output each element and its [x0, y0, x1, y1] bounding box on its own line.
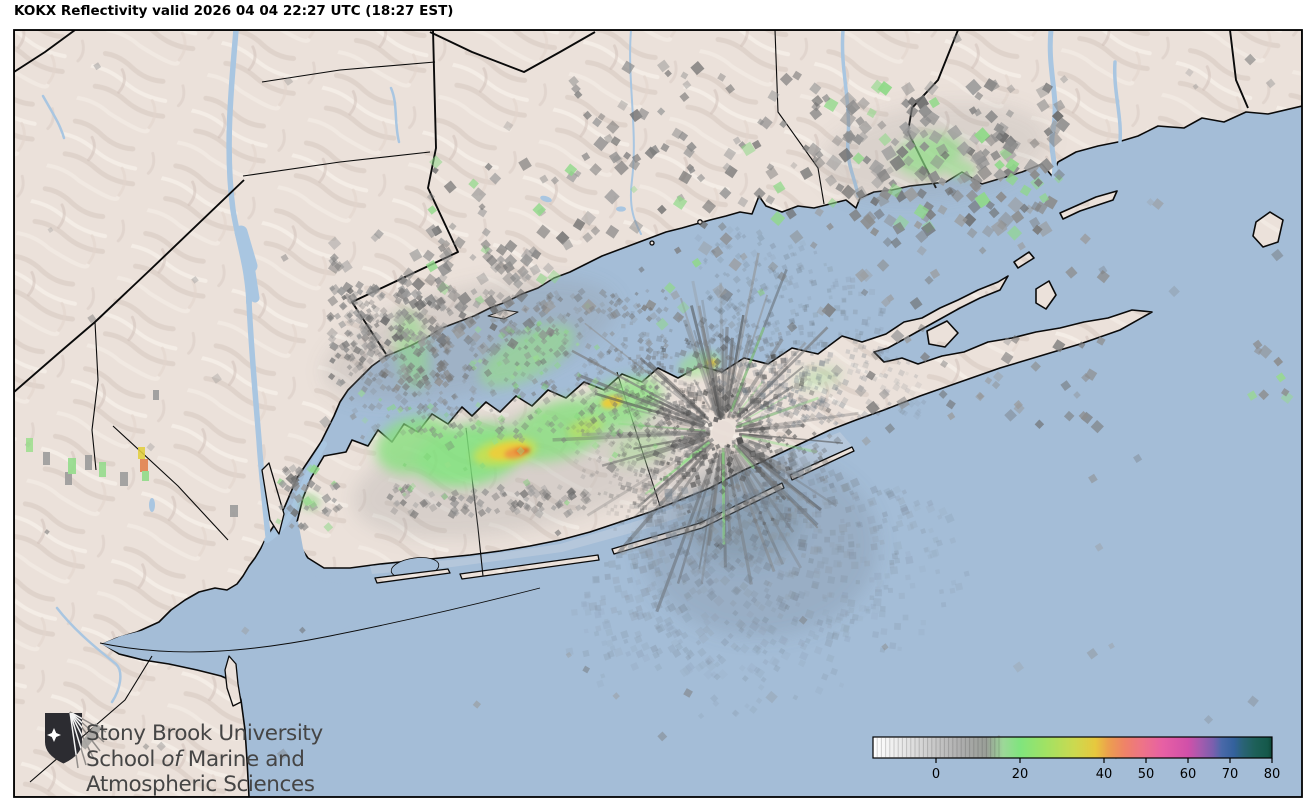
fishers-island — [1059, 190, 1118, 220]
logo-line1: Stony Brook University — [86, 721, 323, 746]
plum-island — [1013, 251, 1035, 269]
lake — [616, 206, 626, 212]
sandy-hook — [224, 655, 242, 707]
clutter-speckle-layer — [24, 33, 1294, 761]
colorbar-tick-label: 0 — [932, 767, 940, 782]
nj-lake — [149, 498, 155, 512]
ct-ri-border — [1229, 30, 1249, 109]
radar-spokes-layer — [552, 252, 859, 613]
colorbar-tick-label: 60 — [1180, 767, 1197, 782]
haverstraw-bay — [234, 225, 258, 273]
lake — [540, 195, 552, 203]
map-frame — [13, 29, 1303, 798]
colorbar-tick-label: 80 — [1264, 767, 1281, 782]
ny-stream — [389, 86, 401, 144]
radar-site-center — [712, 421, 734, 443]
sound-islet — [649, 240, 655, 246]
nj-stream — [55, 606, 122, 704]
colorbar-gradient-bar — [872, 736, 1273, 759]
tappan-zee — [246, 267, 260, 303]
map-title: KOKX Reflectivity valid 2026 04 04 22:27… — [14, 3, 454, 19]
manhattan-island — [261, 462, 285, 535]
stony-brook-logo: Stony Brook University School of Marine … — [45, 711, 324, 797]
county-line — [261, 61, 436, 83]
thames-river — [1112, 60, 1123, 144]
colorbar-tick-label: 20 — [1012, 767, 1029, 782]
barrier-island-rockaway — [374, 568, 451, 584]
county-line — [242, 151, 431, 177]
shield-icon — [45, 713, 82, 764]
star-icon — [47, 728, 61, 742]
shelter-island — [926, 320, 959, 348]
state-border — [14, 30, 76, 73]
colorbar-tick-label: 70 — [1222, 767, 1239, 782]
logo-line2: School of Marine and — [86, 747, 304, 772]
state-border — [429, 31, 596, 73]
colorbar-tick-label: 40 — [1096, 767, 1113, 782]
colorbar-striations — [876, 737, 1000, 758]
harbor-water — [101, 521, 398, 678]
colorbar-ticks: 0 20 40 50 60 70 80 — [932, 758, 1280, 782]
nw-stream — [41, 94, 66, 140]
county-line — [774, 30, 825, 205]
logo-brush-stroke — [79, 723, 103, 750]
gardiners-island — [1035, 280, 1057, 310]
reservoir — [246, 295, 252, 307]
colorbar-tick-label: 50 — [1138, 767, 1155, 782]
nj-county-line — [91, 321, 99, 471]
block-island — [1252, 211, 1284, 248]
colorbar: 0 20 40 50 60 70 80 — [872, 736, 1280, 782]
maritime-boundary — [99, 587, 541, 653]
logo-line3: Atmospheric Sciences — [86, 772, 315, 797]
nj-county-line — [112, 425, 229, 541]
barrier-island-jones-beach — [459, 554, 600, 580]
west-edge-echoes — [26, 390, 238, 517]
